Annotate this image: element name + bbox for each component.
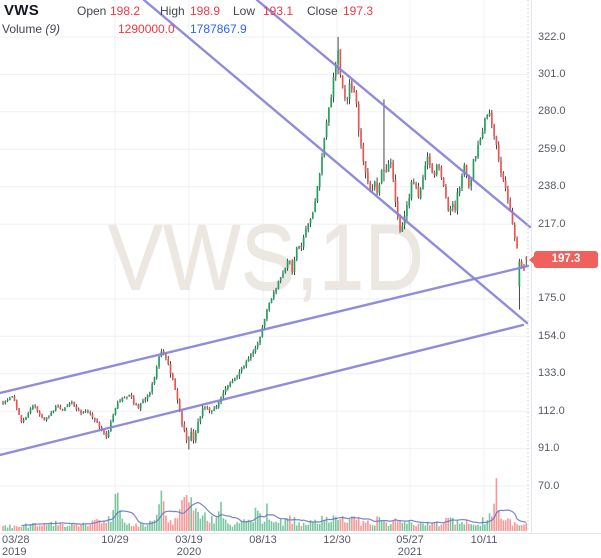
svg-text:VWS,1D: VWS,1D bbox=[108, 208, 424, 310]
last-price-text: 197.3 bbox=[551, 253, 581, 265]
price-tick-label: 280.0 bbox=[538, 105, 566, 117]
price-tick-label: 322.0 bbox=[538, 31, 566, 43]
price-tick-label: 175.0 bbox=[538, 292, 566, 304]
time-tick-label: 05/27 2021 bbox=[396, 534, 424, 558]
price-tick-label: 154.0 bbox=[538, 330, 566, 342]
time-tick-label: 10/29 bbox=[101, 534, 129, 546]
last-price-badge: 197.3 bbox=[529, 251, 598, 268]
price-tick-label: 70.0 bbox=[538, 480, 560, 492]
trendlines[interactable] bbox=[0, 0, 532, 457]
volume-ma-line bbox=[21, 501, 527, 526]
time-tick-label: 08/13 bbox=[249, 534, 277, 546]
volume-bars bbox=[2, 478, 528, 531]
candlesticks bbox=[2, 37, 528, 450]
price-tick-label: 112.0 bbox=[538, 405, 565, 417]
time-tick-label: 03/19 2020 bbox=[175, 534, 203, 558]
price-axis-separator bbox=[531, 0, 532, 533]
badge-arrow-icon bbox=[529, 254, 535, 265]
price-tick-label: 217.0 bbox=[538, 218, 566, 230]
price-tick-label: 301.0 bbox=[538, 68, 566, 80]
time-tick-label: 12/30 bbox=[323, 534, 351, 546]
price-tick-label: 91.0 bbox=[538, 442, 560, 454]
svg-text:VWS,1D: VWS,1D bbox=[108, 206, 424, 308]
time-tick-label: 03/28 2019 bbox=[2, 534, 30, 558]
price-tick-label: 238.0 bbox=[538, 180, 566, 192]
price-tick-label: 133.0 bbox=[538, 367, 566, 379]
time-axis-separator bbox=[0, 533, 601, 534]
price-tick-label: 259.0 bbox=[538, 143, 566, 155]
time-tick-label: 10/11 bbox=[470, 534, 498, 546]
